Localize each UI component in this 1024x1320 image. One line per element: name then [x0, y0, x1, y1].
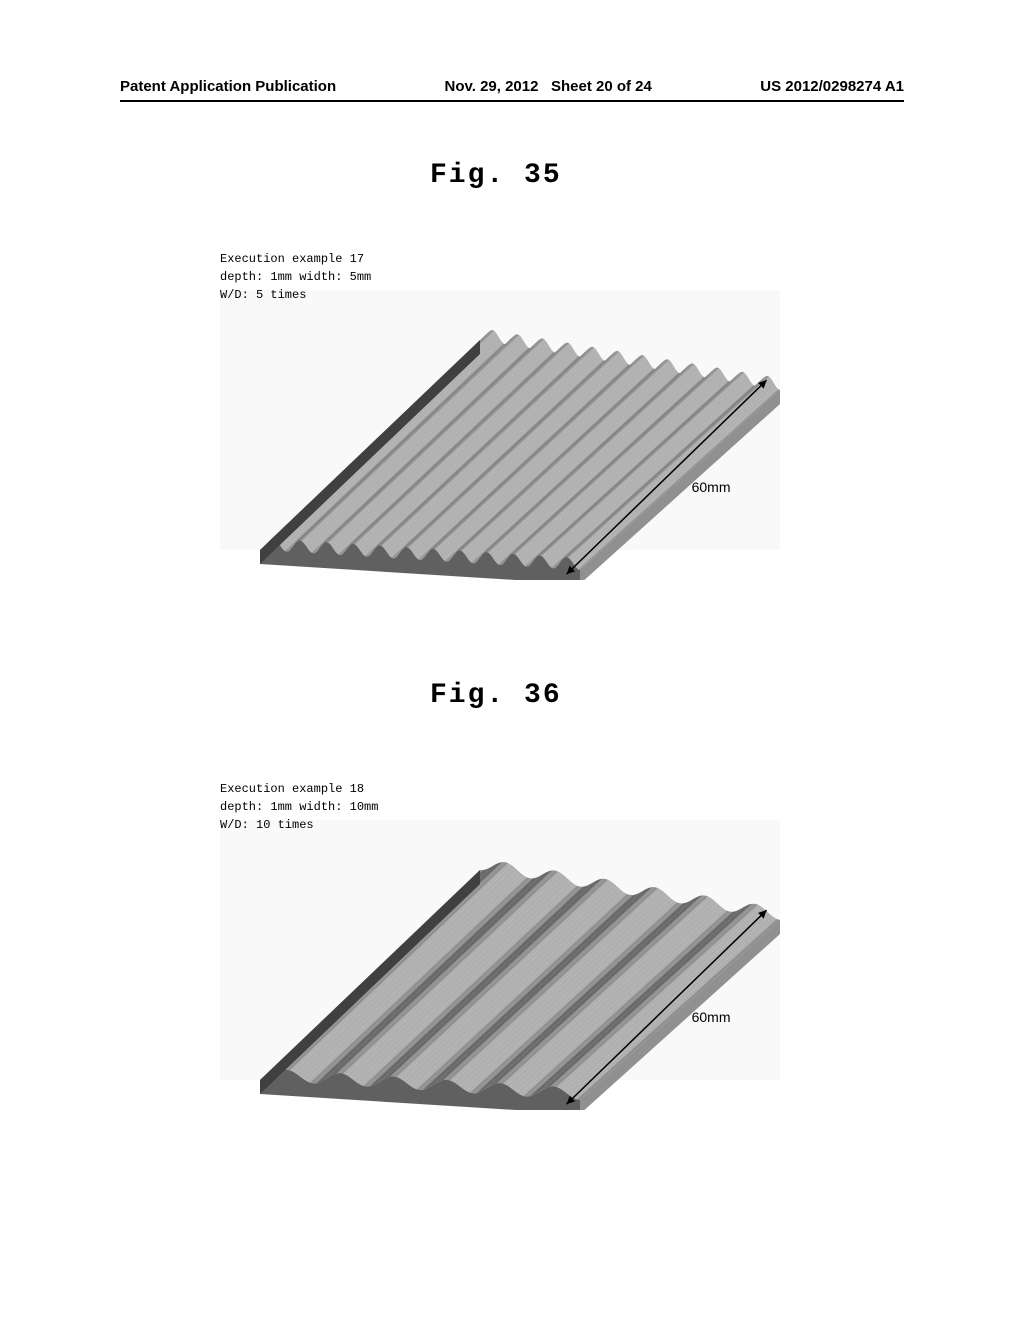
publication-type: Patent Application Publication [120, 78, 336, 95]
publication-number: US 2012/0298274 A1 [760, 78, 904, 95]
figure-36-diagram: 60mm [200, 810, 820, 1110]
figure-35-diagram: 60mm [200, 280, 820, 580]
figure-35-label: Fig. 35 [430, 160, 562, 191]
header-divider [120, 100, 904, 102]
svg-text:60mm: 60mm [692, 1009, 731, 1025]
figure-36-caption: Execution example 18 depth: 1mm width: 1… [220, 780, 378, 834]
figure-36-label: Fig. 36 [430, 680, 562, 711]
svg-text:60mm: 60mm [692, 479, 731, 495]
figure-35: Execution example 17 depth: 1mm width: 5… [220, 250, 820, 570]
page-header: Patent Application Publication Nov. 29, … [0, 78, 1024, 95]
figure-36: Execution example 18 depth: 1mm width: 1… [220, 780, 820, 1100]
publication-date-sheet: Nov. 29, 2012 Sheet 20 of 24 [445, 78, 652, 95]
figure-35-caption: Execution example 17 depth: 1mm width: 5… [220, 250, 371, 304]
